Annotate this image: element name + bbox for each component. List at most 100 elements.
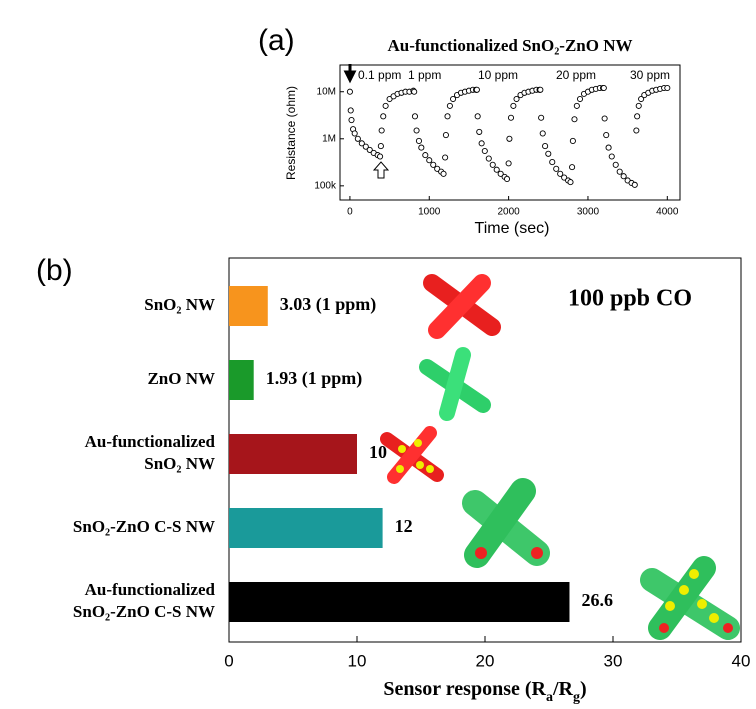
- bar: [229, 360, 254, 400]
- y-tick-label: 100k: [314, 180, 337, 191]
- data-point: [601, 85, 606, 90]
- data-point: [377, 154, 382, 159]
- value-label: 10: [369, 442, 387, 462]
- x-axis-label: Sensor response (Ra/Rg): [383, 678, 586, 705]
- data-point: [494, 167, 499, 172]
- data-point: [539, 115, 544, 120]
- category-label: SnO₂ NW: [144, 295, 215, 314]
- data-point: [477, 129, 482, 134]
- data-point: [636, 103, 641, 108]
- annotation: 1 ppm: [408, 68, 441, 82]
- data-point: [511, 103, 516, 108]
- data-point: [355, 136, 360, 141]
- data-point: [441, 171, 446, 176]
- value-label: 26.6: [581, 590, 613, 610]
- data-point: [634, 128, 639, 133]
- data-point: [381, 114, 386, 119]
- label-part: /R: [552, 678, 574, 700]
- panel-label: (b): [36, 254, 73, 287]
- panel-label: (a): [258, 24, 295, 57]
- chart-title: Au-functionalized SnO₂-ZnO NW: [387, 36, 632, 55]
- bar: [229, 286, 268, 326]
- x-tick-label: 10: [348, 651, 367, 670]
- data-point: [412, 114, 417, 119]
- data-point: [540, 131, 545, 136]
- data-point: [447, 103, 452, 108]
- data-point: [609, 154, 614, 159]
- annotation: 10 ppm: [478, 68, 518, 82]
- data-point: [412, 89, 417, 94]
- data-point: [570, 138, 575, 143]
- x-tick-label: 1000: [418, 207, 441, 218]
- data-point: [577, 96, 582, 101]
- bar: [229, 582, 569, 622]
- bar: [229, 508, 383, 548]
- data-point: [352, 131, 357, 136]
- data-point: [445, 114, 450, 119]
- data-point: [348, 108, 353, 113]
- annotation: 0.1 ppm: [358, 68, 401, 82]
- label-part: Sensor response (R: [383, 678, 546, 700]
- data-point: [378, 143, 383, 148]
- value-label: 3.03 (1 ppm): [280, 294, 377, 315]
- label-part: ): [580, 678, 587, 700]
- data-point: [568, 180, 573, 185]
- nanowire-icons: [387, 283, 733, 633]
- data-point: [538, 87, 543, 92]
- data-point: [665, 85, 670, 90]
- data-point: [414, 128, 419, 133]
- data-point: [632, 182, 637, 187]
- category-label: SnO₂-ZnO C-S NW: [73, 517, 215, 536]
- data-point: [546, 151, 551, 156]
- x-tick-label: 0: [224, 651, 233, 670]
- data-point: [423, 153, 428, 158]
- data-point: [427, 158, 432, 163]
- data-point: [486, 156, 491, 161]
- y-tick-label: 10M: [317, 86, 336, 97]
- data-point: [431, 162, 436, 167]
- data-point: [604, 132, 609, 137]
- x-tick-label: 4000: [656, 207, 679, 218]
- annotation: 100 ppb CO: [568, 286, 692, 312]
- data-point: [482, 148, 487, 153]
- data-point: [347, 89, 352, 94]
- label-part: g: [573, 690, 580, 705]
- value-label: 12: [395, 516, 413, 536]
- data-point: [475, 114, 480, 119]
- data-point: [349, 117, 354, 122]
- data-point: [479, 141, 484, 146]
- data-point: [606, 145, 611, 150]
- data-point: [574, 103, 579, 108]
- data-point: [490, 162, 495, 167]
- data-point: [379, 128, 384, 133]
- data-point: [504, 176, 509, 181]
- data-point: [443, 132, 448, 137]
- x-tick-label: 20: [476, 651, 495, 670]
- data-point: [419, 145, 424, 150]
- data-point: [613, 162, 618, 167]
- data-point: [443, 155, 448, 160]
- data-point: [617, 169, 622, 174]
- data-point: [635, 114, 640, 119]
- data-point: [508, 115, 513, 120]
- data-point: [507, 136, 512, 141]
- x-tick-label: 0: [347, 207, 353, 218]
- bar: [229, 434, 357, 474]
- x-tick-label: 3000: [577, 207, 600, 218]
- x-tick-label: 2000: [497, 207, 520, 218]
- data-point: [416, 138, 421, 143]
- data-point: [569, 165, 574, 170]
- x-tick-label: 40: [732, 651, 751, 670]
- data-point: [621, 174, 626, 179]
- gas-on-arrow: [346, 64, 354, 80]
- gas-off-arrow: [374, 162, 388, 178]
- data-point: [550, 159, 555, 164]
- category-label: ZnO NW: [147, 369, 215, 388]
- figure: (a) Au-functionalized SnO₂-ZnO NW Time (…: [0, 0, 756, 709]
- annotation: 30 ppm: [630, 68, 670, 82]
- data-point: [543, 143, 548, 148]
- data-point: [602, 116, 607, 121]
- y-tick-label: 1M: [322, 133, 336, 144]
